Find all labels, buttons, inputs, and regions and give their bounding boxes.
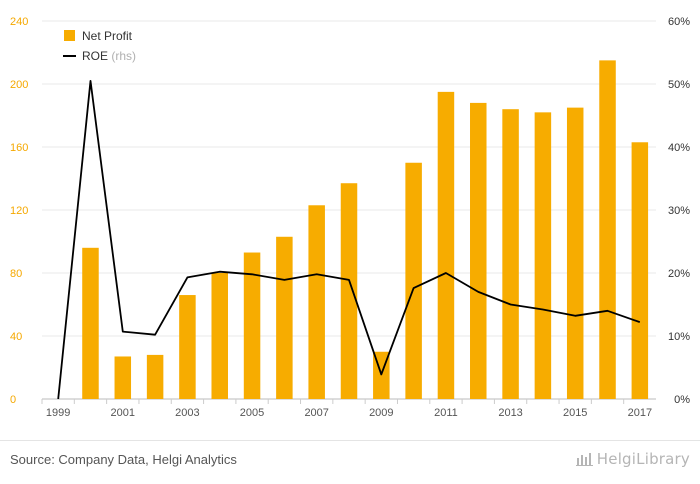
bar-net-profit xyxy=(631,142,649,399)
legend-roe-axis-note: (rhs) xyxy=(108,49,136,63)
y-right-tick-label: 50% xyxy=(668,79,690,91)
helgi-logo-icon xyxy=(575,453,593,466)
chart-svg: 0 0% 40 10% 80 20% 120 30% 160 40% 200 50% 240 60% 199… xyxy=(10,16,690,419)
brand-name: HelgiLibrary xyxy=(596,450,690,468)
y-right-tick-label: 0% xyxy=(674,394,690,406)
bar-net-profit xyxy=(146,354,164,399)
line-roe xyxy=(57,80,641,400)
bar-net-profit xyxy=(470,102,487,400)
x-tick-label: 2005 xyxy=(240,407,264,419)
chart: 0 0% 40 10% 80 20% 120 30% 160 40% 200 50% 240 60% 199… xyxy=(10,16,690,419)
x-tick-label: 2015 xyxy=(563,407,587,419)
x-tick-label: 2009 xyxy=(369,407,393,419)
y-left-tick-label: 120 xyxy=(10,205,28,217)
bar-net-profit xyxy=(566,107,584,399)
y-left-tick-label: 240 xyxy=(10,16,28,28)
legend-label-net-profit: Net Profit xyxy=(82,29,133,43)
source-note: Source: Company Data, Helgi Analytics xyxy=(10,452,237,467)
x-tick-label: 2011 xyxy=(434,407,458,419)
bar-net-profit xyxy=(82,247,99,399)
y-right-tick-label: 30% xyxy=(668,205,690,217)
y-left-tick-label: 160 xyxy=(10,142,28,154)
x-tick-label: 2007 xyxy=(304,407,328,419)
footer: Source: Company Data, Helgi Analytics He… xyxy=(0,440,700,484)
legend-roe-name: ROE xyxy=(82,49,108,63)
y-left-tick-label: 80 xyxy=(10,268,22,280)
legend-label-roe: ROE (rhs) xyxy=(82,49,136,63)
bar-net-profit xyxy=(243,252,261,399)
y-right-tick-label: 20% xyxy=(668,268,690,280)
bar-net-profit xyxy=(534,112,552,399)
bar-net-profit xyxy=(276,236,293,399)
bar-net-profit xyxy=(211,273,228,399)
x-tick-label: 2017 xyxy=(628,407,652,419)
x-tick-label: 2001 xyxy=(111,407,135,419)
legend-swatch-net-profit xyxy=(64,30,75,41)
bar-net-profit xyxy=(405,162,422,399)
y-left-tick-label: 40 xyxy=(10,331,22,343)
bar-net-profit xyxy=(437,91,455,399)
x-tick-label: 2013 xyxy=(498,407,522,419)
bar-net-profit xyxy=(340,183,358,399)
y-left-tick-label: 200 xyxy=(10,79,28,91)
x-tick-label: 2003 xyxy=(175,407,199,419)
y-right-tick-label: 10% xyxy=(668,331,690,343)
x-tick-label: 1999 xyxy=(46,407,70,419)
bar-net-profit xyxy=(308,205,325,399)
bar-net-profit xyxy=(114,356,132,399)
bar-net-profit xyxy=(179,295,196,399)
y-right-tick-label: 60% xyxy=(668,16,690,28)
y-left-tick-label: 0 xyxy=(10,394,16,406)
bar-net-profit xyxy=(502,109,519,399)
bar-net-profit xyxy=(599,60,616,399)
y-right-tick-label: 40% xyxy=(668,142,690,154)
brand-logo[interactable]: HelgiLibrary xyxy=(575,450,690,468)
